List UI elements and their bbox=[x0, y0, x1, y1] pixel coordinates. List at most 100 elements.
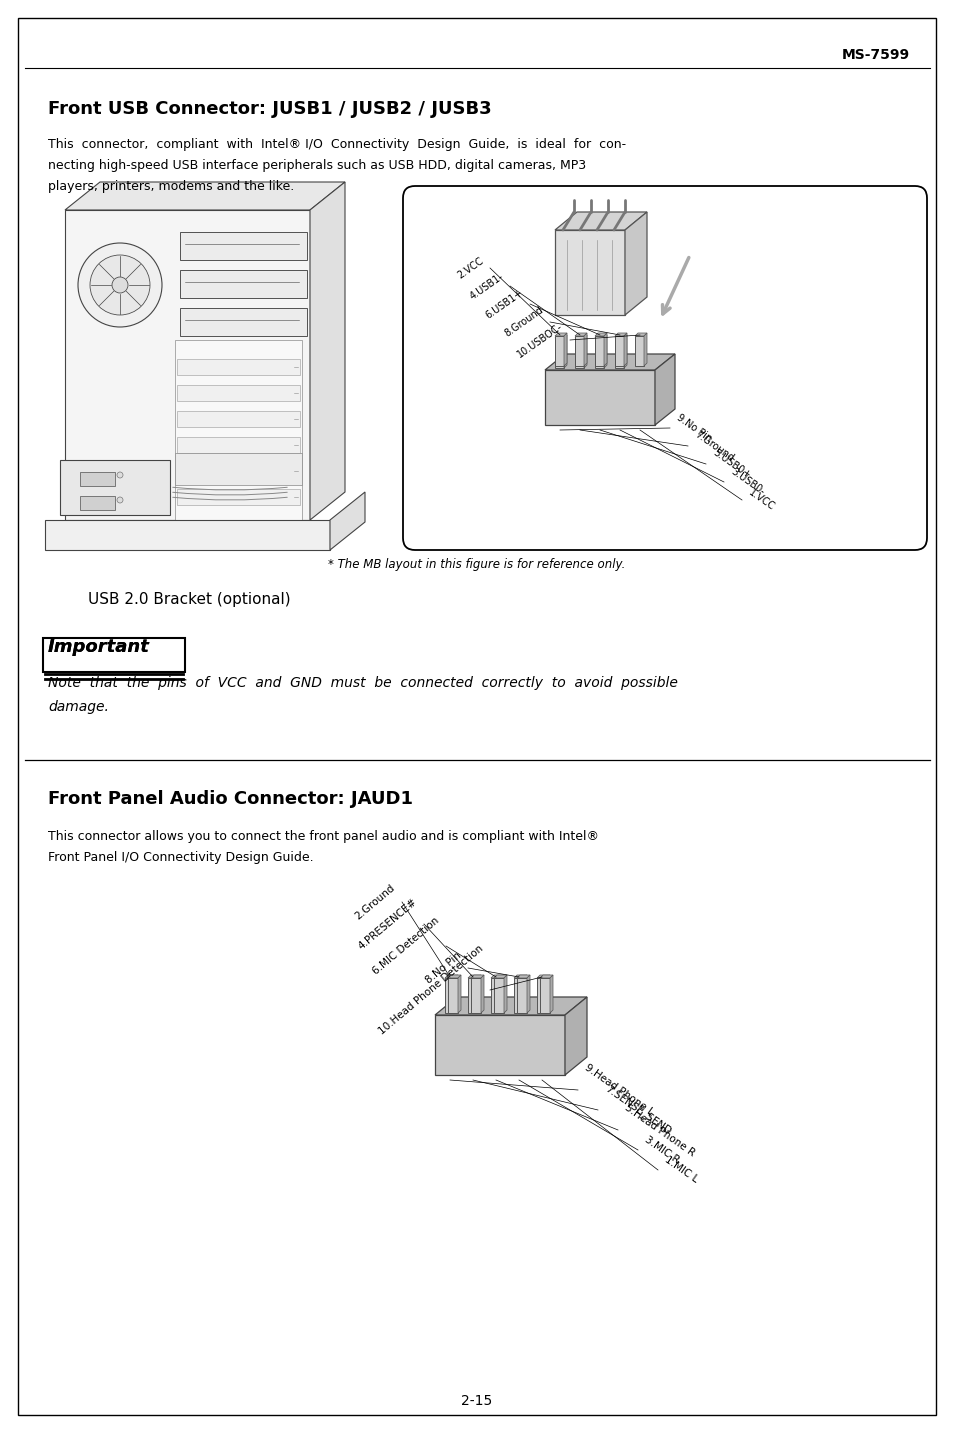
Text: 3.USB0-: 3.USB0- bbox=[728, 467, 765, 497]
Circle shape bbox=[78, 243, 162, 326]
Polygon shape bbox=[550, 975, 553, 1012]
Bar bbox=[177, 488, 299, 505]
Polygon shape bbox=[643, 334, 646, 367]
Bar bbox=[635, 337, 643, 367]
Text: 1.VCC: 1.VCC bbox=[746, 487, 776, 513]
Bar bbox=[494, 978, 503, 1012]
Polygon shape bbox=[583, 335, 586, 368]
Polygon shape bbox=[623, 335, 626, 368]
Polygon shape bbox=[477, 975, 480, 1012]
Text: 10.Head Phone Detection: 10.Head Phone Detection bbox=[376, 944, 484, 1037]
Bar bbox=[544, 369, 655, 425]
Text: Important: Important bbox=[48, 639, 150, 656]
Polygon shape bbox=[564, 997, 586, 1075]
Bar bbox=[615, 338, 623, 368]
Polygon shape bbox=[468, 975, 480, 978]
Bar bbox=[555, 337, 563, 367]
FancyBboxPatch shape bbox=[402, 186, 926, 550]
Bar bbox=[65, 211, 310, 520]
Text: 7.SENSE_SEND: 7.SENSE_SEND bbox=[602, 1083, 673, 1137]
Bar bbox=[174, 339, 302, 520]
Bar bbox=[468, 978, 477, 1012]
Polygon shape bbox=[330, 493, 365, 550]
Text: 10.USBOC-: 10.USBOC- bbox=[516, 321, 564, 359]
Polygon shape bbox=[555, 212, 646, 231]
Polygon shape bbox=[480, 975, 483, 1012]
Polygon shape bbox=[444, 975, 457, 978]
Bar bbox=[45, 520, 330, 550]
Polygon shape bbox=[595, 334, 606, 337]
Polygon shape bbox=[555, 334, 566, 337]
Bar bbox=[575, 338, 583, 368]
Bar bbox=[539, 978, 550, 1012]
Text: 9.Head Phone L: 9.Head Phone L bbox=[582, 1063, 655, 1117]
Bar bbox=[180, 232, 307, 261]
Text: necting high-speed USB interface peripherals such as USB HDD, digital cameras, M: necting high-speed USB interface periphe… bbox=[48, 159, 585, 172]
Bar bbox=[555, 231, 624, 315]
Text: Important: Important bbox=[48, 639, 150, 656]
Circle shape bbox=[90, 255, 150, 315]
Text: 8.No Pin: 8.No Pin bbox=[423, 951, 462, 985]
Text: 3.MIC R: 3.MIC R bbox=[642, 1134, 680, 1166]
Text: 4.USB1-: 4.USB1- bbox=[467, 271, 504, 301]
Bar bbox=[177, 385, 299, 401]
Polygon shape bbox=[65, 182, 345, 211]
Polygon shape bbox=[523, 975, 526, 1012]
Bar bbox=[444, 978, 455, 1012]
Polygon shape bbox=[624, 212, 646, 315]
Bar bbox=[180, 271, 307, 298]
Text: * The MB layout in this figure is for reference only.: * The MB layout in this figure is for re… bbox=[328, 558, 625, 571]
Polygon shape bbox=[435, 997, 586, 1015]
Polygon shape bbox=[448, 975, 460, 978]
Polygon shape bbox=[500, 975, 503, 1012]
Polygon shape bbox=[615, 334, 626, 337]
Bar bbox=[60, 460, 170, 516]
Bar bbox=[177, 411, 299, 427]
Text: 7.Ground: 7.Ground bbox=[692, 430, 735, 463]
Text: 4.PRESENCE#: 4.PRESENCE# bbox=[356, 896, 418, 951]
Circle shape bbox=[117, 497, 123, 503]
Text: 2-15: 2-15 bbox=[461, 1393, 492, 1408]
Polygon shape bbox=[457, 975, 460, 1012]
Text: 2.VCC: 2.VCC bbox=[455, 255, 484, 281]
Text: Front Panel Audio Connector: JAUD1: Front Panel Audio Connector: JAUD1 bbox=[48, 790, 413, 808]
Text: 2.Ground: 2.Ground bbox=[353, 882, 396, 921]
Bar bbox=[180, 308, 307, 337]
Text: 9.No Pin: 9.No Pin bbox=[675, 412, 713, 444]
Text: Front Panel I/O Connectivity Design Guide.: Front Panel I/O Connectivity Design Guid… bbox=[48, 851, 314, 863]
Polygon shape bbox=[537, 975, 550, 978]
Text: 5.Head Phone R: 5.Head Phone R bbox=[622, 1103, 696, 1158]
Polygon shape bbox=[491, 975, 503, 978]
Bar bbox=[435, 1015, 564, 1075]
Polygon shape bbox=[539, 975, 553, 978]
Text: 6.MIC Detection: 6.MIC Detection bbox=[371, 915, 440, 977]
Bar bbox=[514, 978, 523, 1012]
Polygon shape bbox=[503, 975, 506, 1012]
Circle shape bbox=[117, 473, 123, 478]
Polygon shape bbox=[494, 975, 506, 978]
Bar bbox=[555, 338, 563, 368]
Text: players, printers, modems and the like.: players, printers, modems and the like. bbox=[48, 180, 294, 193]
Bar bbox=[177, 437, 299, 453]
Polygon shape bbox=[310, 182, 345, 520]
Polygon shape bbox=[514, 975, 526, 978]
Bar bbox=[471, 978, 480, 1012]
Text: 6.USB1+: 6.USB1+ bbox=[483, 288, 524, 321]
Polygon shape bbox=[563, 335, 566, 368]
Polygon shape bbox=[544, 354, 675, 369]
Polygon shape bbox=[635, 334, 646, 337]
Text: Note  that  the  pins  of  VCC  and  GND  must  be  connected  correctly  to  av: Note that the pins of VCC and GND must b… bbox=[48, 676, 678, 690]
Bar bbox=[595, 338, 603, 368]
Polygon shape bbox=[455, 975, 457, 1012]
Polygon shape bbox=[603, 335, 606, 368]
Text: USB 2.0 Bracket (optional): USB 2.0 Bracket (optional) bbox=[88, 591, 291, 607]
Text: 8.Ground: 8.Ground bbox=[502, 305, 544, 339]
Bar bbox=[615, 337, 623, 367]
Polygon shape bbox=[623, 334, 626, 367]
Polygon shape bbox=[546, 975, 550, 1012]
Polygon shape bbox=[526, 975, 530, 1012]
Bar bbox=[537, 978, 546, 1012]
FancyBboxPatch shape bbox=[43, 639, 185, 672]
Bar bbox=[575, 337, 583, 367]
Polygon shape bbox=[603, 334, 606, 367]
